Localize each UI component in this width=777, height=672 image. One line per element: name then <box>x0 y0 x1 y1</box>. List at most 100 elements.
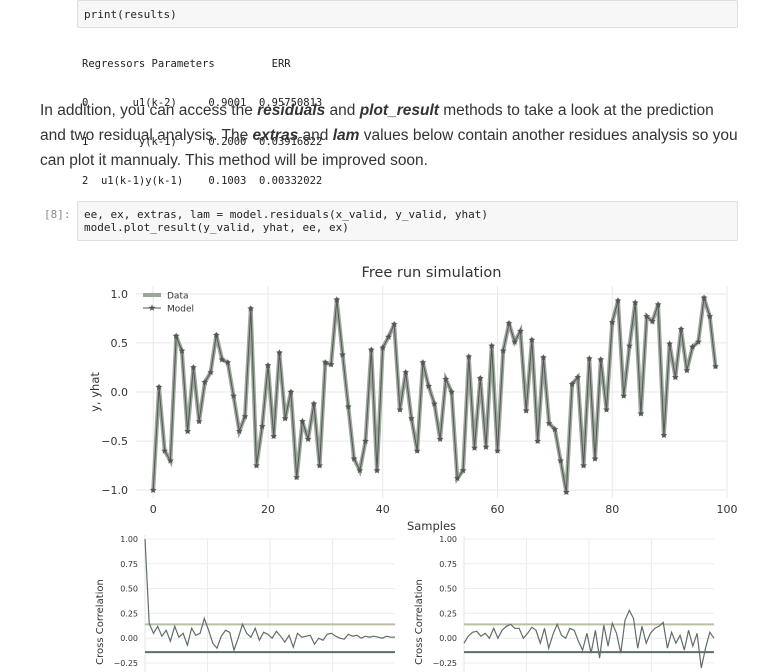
model-point <box>585 355 593 362</box>
model-point <box>654 301 662 308</box>
x-axis-label: Samples <box>407 519 456 533</box>
model-point <box>436 435 444 442</box>
model-point <box>333 296 341 303</box>
y-tick-label: 0.25 <box>439 609 457 618</box>
model-point <box>557 457 564 464</box>
code-cell-print[interactable]: print(results) <box>77 0 738 28</box>
model-point <box>373 466 381 474</box>
results-table-row: 2 u1(k-1)y(k-1) 0.1003 0.00332022 <box>82 175 323 187</box>
model-point <box>299 417 306 425</box>
residuals-term: residuals <box>257 102 326 119</box>
x-tick-label: 80 <box>605 503 619 516</box>
model-point <box>660 431 668 439</box>
model-point <box>643 312 651 320</box>
model-point <box>402 368 410 376</box>
model-point <box>201 378 209 386</box>
model-point <box>190 363 197 371</box>
model-point <box>448 388 455 395</box>
model-point <box>327 360 335 368</box>
model-point <box>626 342 633 349</box>
free-run-simulation-plot: 1.0 0.5 0.0 −0.5 −1.0 0 20 40 60 80 100 Free run si… <box>88 265 738 533</box>
model-point <box>184 427 192 435</box>
y-tick-label: 0.75 <box>120 560 138 569</box>
lam-term: lam <box>332 127 360 144</box>
model-point <box>321 359 329 366</box>
model-point <box>528 336 536 343</box>
x-tick-label: 0 <box>150 503 157 516</box>
model-point <box>287 388 295 395</box>
model-point <box>167 457 174 464</box>
model-point <box>356 466 364 474</box>
model-point <box>712 362 719 370</box>
model-point <box>230 392 237 399</box>
model-point <box>270 432 278 440</box>
model-point <box>694 338 702 345</box>
model-point <box>637 410 645 417</box>
cell-prompt: [8]: <box>44 208 71 221</box>
model-point <box>671 373 679 381</box>
model-point <box>476 374 484 382</box>
results-table: Regressors Parameters ERR 0 u1(k-2) 0.90… <box>82 32 322 201</box>
model-point <box>562 488 570 495</box>
y-tick-label: 0.00 <box>120 634 138 643</box>
code-cell-8[interactable]: ee, ex, extras, lam = model.residuals(x_… <box>77 201 738 241</box>
model-point <box>568 380 576 388</box>
model-point <box>499 347 507 354</box>
model-point <box>494 447 501 454</box>
model-point <box>459 466 467 474</box>
y-tick-label: −0.25 <box>113 659 138 668</box>
model-point <box>258 422 266 430</box>
model-point <box>264 361 272 369</box>
y-tick-label: 0.00 <box>439 634 457 643</box>
code-line: print(results) <box>84 8 177 21</box>
model-point <box>212 331 220 338</box>
x-tick-label: 20 <box>261 503 275 516</box>
model-point <box>649 317 656 325</box>
model-point <box>545 419 553 427</box>
model-point <box>379 344 387 351</box>
model-point <box>534 437 542 444</box>
model-point <box>218 356 226 363</box>
data-series-line <box>151 297 718 493</box>
model-point <box>344 403 352 410</box>
model-point <box>631 299 639 306</box>
model-point <box>505 319 513 327</box>
y-tick-label: 0.25 <box>120 609 138 618</box>
model-point <box>597 356 605 363</box>
model-point <box>293 473 301 481</box>
markdown-paragraph: In addition, you can access the residual… <box>40 102 738 169</box>
model-point <box>178 347 186 354</box>
residual-autocorrelation-plot: 1.00 0.75 0.50 0.25 0.00 −0.25 Cross Correlati… <box>95 535 395 672</box>
y-tick-label: −0.25 <box>432 659 457 668</box>
model-point <box>430 400 438 407</box>
model-point <box>396 406 404 413</box>
model-point <box>161 447 169 454</box>
model-point <box>281 414 289 422</box>
y-tick-label: 1.0 <box>111 288 129 301</box>
model-point <box>235 427 243 435</box>
model-point <box>574 373 582 381</box>
y-axis-label: Cross Correlation <box>414 579 425 665</box>
model-point <box>677 325 685 333</box>
model-point <box>603 406 610 413</box>
model-point <box>316 462 323 469</box>
y-axis-label: Cross Correlation <box>95 579 106 665</box>
model-point <box>339 351 346 358</box>
y-tick-label: 1.00 <box>120 535 138 544</box>
model-point <box>551 425 559 433</box>
model-point <box>540 354 547 361</box>
results-table-row: 0 u1(k-2) 0.9001 0.95750813 <box>82 97 323 109</box>
model-point <box>241 412 249 420</box>
extras-term: extras <box>252 127 299 144</box>
model-point <box>247 305 255 312</box>
x-tick-label: 40 <box>376 503 390 516</box>
model-point <box>367 346 375 353</box>
model-point <box>471 444 478 451</box>
correlation-series-line <box>144 538 395 653</box>
model-point <box>310 400 318 407</box>
plot-output: 1.0 0.5 0.0 −0.5 −1.0 0 20 40 60 80 100 Free run si… <box>88 265 738 672</box>
model-point <box>408 414 415 422</box>
model-point <box>172 332 180 339</box>
model-point <box>614 297 622 304</box>
model-point <box>620 392 628 399</box>
